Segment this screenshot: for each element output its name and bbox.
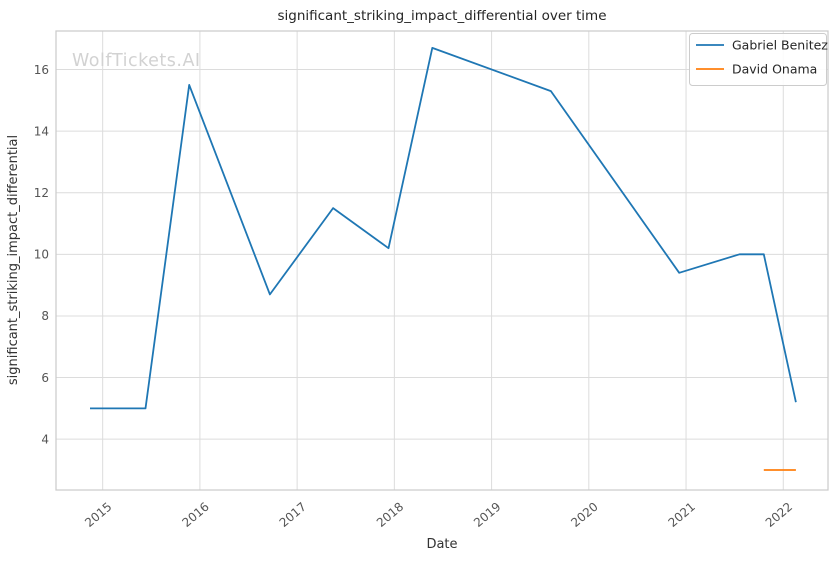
x-tick-2016: 2016 [179,500,211,530]
y-tick-labels: 4 6 8 10 12 14 16 [34,63,49,447]
legend-label-gabriel-benitez: Gabriel Benitez [732,38,828,53]
y-axis-label: significant_striking_impact_differential [6,135,21,385]
chart-title: significant_striking_impact_differential… [277,8,606,24]
x-tick-2022: 2022 [763,500,795,530]
y-tick-14: 14 [34,124,49,138]
x-tick-2015: 2015 [82,500,114,530]
y-tick-4: 4 [41,432,49,446]
x-tick-2020: 2020 [568,500,600,530]
legend-label-david-onama: David Onama [732,62,817,77]
data-series [90,47,797,471]
legend-box [689,33,827,86]
y-tick-10: 10 [34,248,49,262]
watermark: WolfTickets.AI [72,51,201,71]
legend: Gabriel Benitez David Onama [689,33,828,86]
series-line-gabriel-benitez [90,47,797,410]
plot-border [55,30,829,491]
x-tick-labels: 2015 2016 2017 2018 2019 2020 2021 2022 [82,500,795,530]
y-tick-16: 16 [34,63,49,77]
x-tick-2018: 2018 [374,500,406,530]
y-tick-8: 8 [41,309,49,323]
x-tick-2021: 2021 [666,500,698,530]
y-tick-12: 12 [34,186,49,200]
x-tick-2019: 2019 [471,500,503,530]
gridlines [56,31,828,490]
x-axis-label: Date [426,537,457,552]
x-tick-2017: 2017 [277,500,309,530]
y-tick-6: 6 [41,371,49,385]
